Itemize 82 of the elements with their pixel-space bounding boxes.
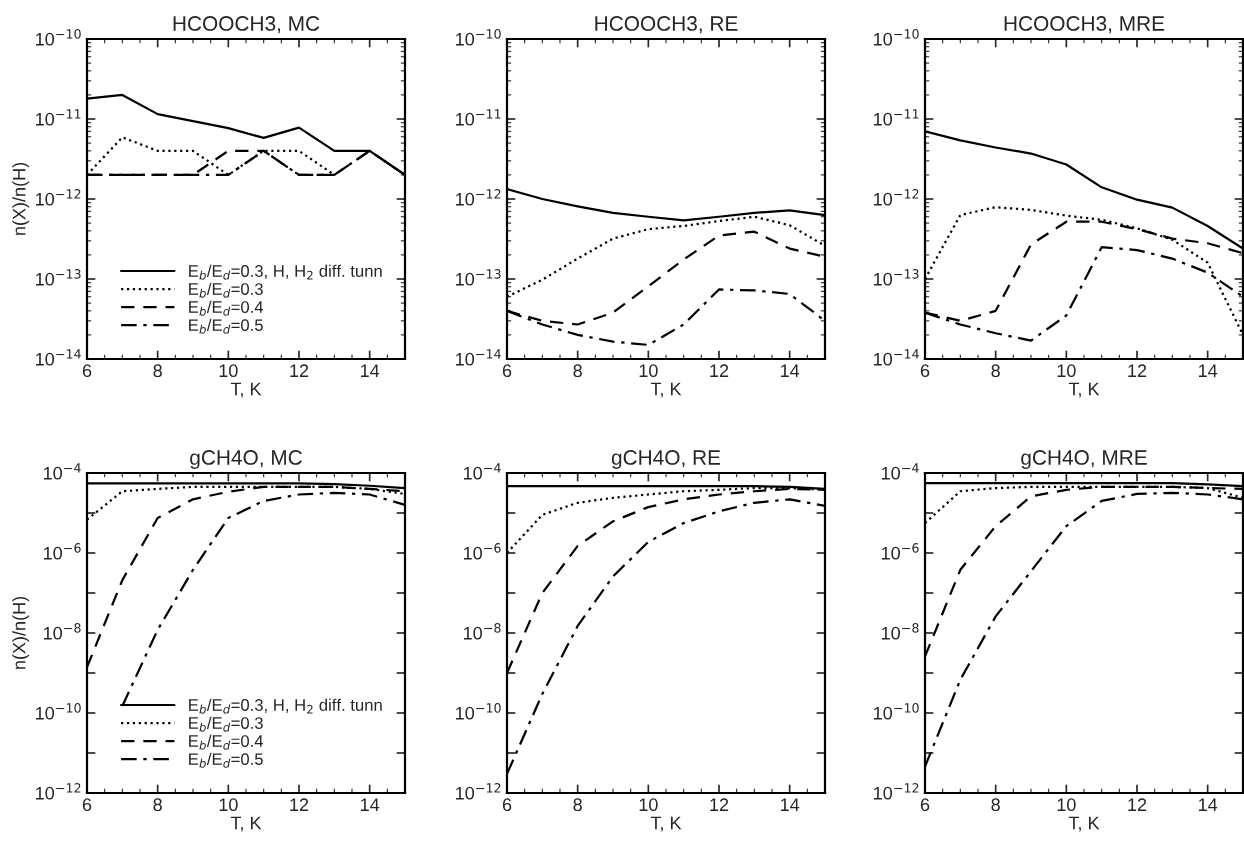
y-tick-label: 10$^{−10}$ bbox=[456, 703, 501, 720]
x-tick-label: 6 bbox=[502, 798, 512, 812]
y-tick-label: 10$^{−4}$ bbox=[463, 463, 501, 480]
x-tick-label: 12 bbox=[1128, 364, 1147, 377]
y-tick-label: 10$^{−13}$ bbox=[456, 269, 501, 286]
x-axis-title: T, K bbox=[650, 816, 682, 832]
x-tick-label: 10 bbox=[1057, 798, 1076, 812]
x-tick-label: 6 bbox=[82, 364, 92, 378]
y-tick-label: 10$^{−11}$ bbox=[874, 109, 919, 126]
x-axis-title: T, K bbox=[1068, 816, 1100, 832]
x-tick-label: 10 bbox=[219, 364, 238, 378]
legend-label: E$_{b}$/E$_{d}$=0.4 bbox=[189, 734, 264, 750]
x-axis-title: T, K bbox=[230, 816, 262, 832]
x-tick-label: 12 bbox=[710, 798, 729, 811]
y-tick-label: 10$^{−12}$ bbox=[874, 189, 919, 206]
x-tick-label: 10 bbox=[639, 364, 658, 378]
x-tick-label: 12 bbox=[290, 364, 309, 377]
x-tick-label: 12 bbox=[710, 364, 729, 377]
y-tick-label: 10$^{−14}$ bbox=[36, 349, 81, 366]
y-tick-label: 10$^{−12}$ bbox=[456, 189, 501, 206]
chart-title: gCH4O, RE bbox=[611, 450, 721, 469]
y-axis-title: n(X)/n(H) bbox=[12, 597, 30, 669]
legend-label: E$_{b}$/E$_{d}$=0.3 bbox=[189, 716, 263, 732]
x-tick-label: 12 bbox=[1128, 798, 1147, 811]
x-tick-label: 10 bbox=[219, 798, 238, 812]
y-tick-label: 10$^{−14}$ bbox=[456, 349, 501, 366]
y-tick-label: 10$^{−14}$ bbox=[874, 349, 919, 366]
x-tick-label: 14 bbox=[781, 798, 800, 811]
y-tick-label: 10$^{−11}$ bbox=[456, 109, 501, 126]
y-tick-label: 10$^{−8}$ bbox=[463, 623, 501, 640]
y-tick-label: 10$^{−6}$ bbox=[43, 543, 81, 560]
chart-title: gCH4O, MC bbox=[190, 450, 302, 469]
y-tick-label: 10$^{−6}$ bbox=[881, 543, 919, 560]
x-tick-label: 6 bbox=[82, 798, 92, 812]
y-tick-label: 10$^{−4}$ bbox=[43, 463, 81, 480]
x-tick-label: 8 bbox=[153, 798, 162, 812]
y-tick-label: 10$^{−8}$ bbox=[43, 623, 81, 640]
x-tick-label: 10 bbox=[1057, 364, 1076, 378]
y-tick-label: 10$^{−12}$ bbox=[456, 783, 501, 800]
y-tick-label: 10$^{−6}$ bbox=[463, 543, 501, 560]
y-tick-label: 10$^{−12}$ bbox=[36, 783, 81, 800]
x-tick-label: 8 bbox=[573, 798, 582, 812]
x-tick-label: 8 bbox=[991, 798, 1000, 812]
chart-title: HCOOCH3, MC bbox=[173, 16, 320, 34]
x-tick-label: 14 bbox=[1199, 798, 1218, 811]
y-tick-label: 10$^{−10}$ bbox=[456, 29, 501, 46]
x-tick-label: 14 bbox=[1199, 364, 1218, 377]
x-tick-label: 10 bbox=[639, 798, 658, 812]
y-tick-label: 10$^{−13}$ bbox=[874, 269, 919, 286]
x-tick-label: 8 bbox=[991, 364, 1000, 378]
x-tick-label: 8 bbox=[573, 364, 582, 378]
chart-title: gCH4O, MRE bbox=[1021, 450, 1147, 469]
y-tick-label: 10$^{−4}$ bbox=[881, 463, 919, 480]
x-tick-label: 6 bbox=[502, 364, 512, 378]
x-tick-label: 8 bbox=[153, 364, 162, 378]
x-axis-title: T, K bbox=[230, 382, 262, 398]
y-tick-label: 10$^{−10}$ bbox=[874, 703, 919, 720]
legend-label: E$_{b}$/E$_{d}$=0.3 bbox=[189, 282, 263, 298]
y-axis-title: n(X)/n(H) bbox=[12, 163, 30, 235]
chart-title: HCOOCH3, MRE bbox=[1004, 16, 1165, 34]
legend-label: E$_{b}$/E$_{d}$=0.5 bbox=[189, 752, 263, 768]
x-tick-label: 14 bbox=[361, 798, 380, 811]
legend-label: E$_{b}$/E$_{d}$=0.3, H, H$_{2}$ diff. tunn bbox=[189, 264, 382, 280]
y-tick-label: 10$^{−11}$ bbox=[36, 109, 81, 126]
y-tick-label: 10$^{−10}$ bbox=[36, 29, 81, 46]
legend-label: E$_{b}$/E$_{d}$=0.3, H, H$_{2}$ diff. tunn bbox=[189, 698, 382, 714]
y-tick-label: 10$^{−13}$ bbox=[36, 269, 81, 286]
x-tick-label: 14 bbox=[361, 364, 380, 377]
legend-label: E$_{b}$/E$_{d}$=0.4 bbox=[189, 300, 264, 316]
y-tick-label: 10$^{−12}$ bbox=[874, 783, 919, 800]
x-axis-title: T, K bbox=[650, 382, 682, 398]
x-tick-label: 6 bbox=[920, 364, 930, 378]
x-tick-label: 6 bbox=[920, 798, 930, 812]
x-axis-title: T, K bbox=[1068, 382, 1100, 398]
y-tick-label: 10$^{−10}$ bbox=[874, 29, 919, 46]
chart-title: HCOOCH3, RE bbox=[595, 16, 738, 34]
y-tick-label: 10$^{−10}$ bbox=[36, 703, 81, 720]
x-tick-label: 14 bbox=[781, 364, 800, 377]
x-tick-label: 12 bbox=[290, 798, 309, 811]
legend-label: E$_{b}$/E$_{d}$=0.5 bbox=[189, 318, 263, 334]
y-tick-label: 10$^{−12}$ bbox=[36, 189, 81, 206]
y-tick-label: 10$^{−8}$ bbox=[881, 623, 919, 640]
